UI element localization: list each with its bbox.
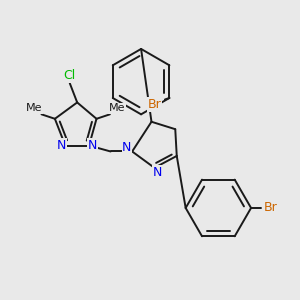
Text: N: N xyxy=(88,139,97,152)
Text: N: N xyxy=(57,139,66,152)
Text: N: N xyxy=(122,140,131,154)
Text: N: N xyxy=(153,166,162,179)
Text: Br: Br xyxy=(148,98,161,111)
Text: Br: Br xyxy=(263,202,277,214)
Text: Cl: Cl xyxy=(64,69,76,82)
Text: Me: Me xyxy=(109,103,126,113)
Text: Me: Me xyxy=(26,103,42,113)
